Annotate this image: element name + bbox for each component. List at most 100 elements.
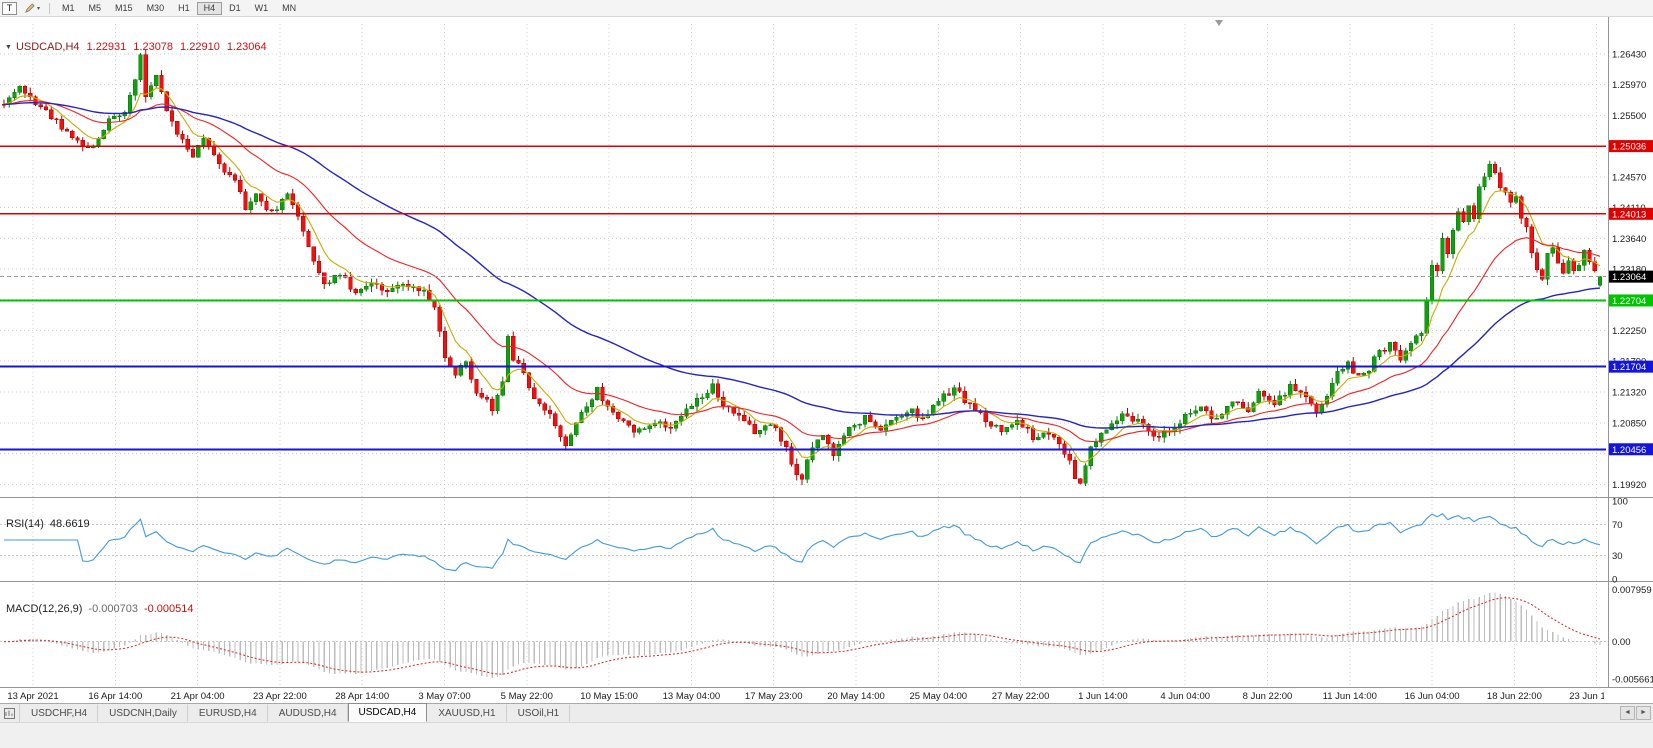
- svg-text:1.26430: 1.26430: [1612, 49, 1646, 60]
- timeframe-button-m30[interactable]: M30: [140, 2, 172, 15]
- toolbar-separator: [49, 2, 51, 14]
- price-badge-1.24013: 1.24013: [1609, 207, 1653, 220]
- arrow-right-icon: ►: [1640, 709, 1647, 716]
- rsi-guide-lines: [0, 523, 1606, 557]
- pencil-icon: [25, 3, 35, 13]
- timeframe-button-m1[interactable]: M1: [55, 2, 82, 15]
- ohlc-open: 1.22931: [86, 41, 127, 53]
- rsi-indicator-label: RSI(14) 48.6619: [6, 518, 90, 530]
- chart-list-icon: [4, 707, 15, 719]
- svg-text:8 Jun 22:00: 8 Jun 22:00: [1243, 691, 1293, 702]
- timeframe-button-m15[interactable]: M15: [108, 2, 140, 15]
- svg-text:1.24013: 1.24013: [1612, 209, 1646, 220]
- chart-tab-usdcnh-daily[interactable]: USDCNH,Daily: [98, 704, 188, 722]
- svg-text:25 May 04:00: 25 May 04:00: [910, 691, 968, 702]
- window-list-button[interactable]: [0, 704, 20, 722]
- ohlc-close: 1.23064: [226, 41, 267, 53]
- svg-text:3 May 07:00: 3 May 07:00: [418, 691, 470, 702]
- rsi-name: RSI(14): [6, 518, 44, 530]
- tab-scroll-right-button[interactable]: ►: [1636, 706, 1651, 720]
- macd-signal-line: [3, 597, 1601, 675]
- svg-text:70: 70: [1612, 520, 1623, 531]
- chart-title: ▼ USDCAD,H4 1.22931 1.23078 1.22910 1.23064: [5, 41, 267, 53]
- chart-tab-xauusd-h1[interactable]: XAUUSD,H1: [427, 704, 507, 722]
- chart-tab-audusd-h4[interactable]: AUDUSD,H4: [267, 704, 348, 722]
- timeframe-button-w1[interactable]: W1: [248, 2, 276, 15]
- svg-text:17 May 23:00: 17 May 23:00: [745, 691, 803, 702]
- price-badge-1.22704: 1.22704: [1609, 294, 1653, 307]
- svg-text:1.20850: 1.20850: [1612, 419, 1646, 430]
- svg-text:0: 0: [1612, 575, 1617, 586]
- svg-text:11 Jun 14:00: 11 Jun 14:00: [1323, 691, 1377, 702]
- svg-text:16 Jun 04:00: 16 Jun 04:00: [1405, 691, 1460, 702]
- svg-text:100: 100: [1612, 497, 1628, 508]
- svg-text:13 May 04:00: 13 May 04:00: [663, 691, 721, 702]
- ma-slow-line: [3, 101, 1601, 429]
- svg-text:1.23640: 1.23640: [1612, 234, 1646, 245]
- chart-tabs: USDCHF,H4 USDCNH,Daily EURUSD,H4 AUDUSD,H4 U…: [20, 703, 571, 722]
- svg-text:16 Apr 14:00: 16 Apr 14:00: [88, 691, 142, 702]
- chart-tab-usoil-h1[interactable]: USOil,H1: [506, 704, 571, 722]
- svg-text:10 May 15:00: 10 May 15:00: [580, 691, 638, 702]
- svg-text:23 Jun 14:00: 23 Jun 14:00: [1569, 691, 1624, 702]
- svg-text:1.25970: 1.25970: [1612, 80, 1646, 91]
- timeframe-button-mn[interactable]: MN: [275, 2, 303, 15]
- chart-tab-bar: USDCHF,H4 USDCNH,Daily EURUSD,H4 AUDUSD,H4 U…: [0, 703, 1653, 722]
- chart-tab-eurusd-h4[interactable]: EURUSD,H4: [187, 704, 268, 722]
- svg-text:1.22250: 1.22250: [1612, 326, 1646, 337]
- chart-tab-usdchf-h4[interactable]: USDCHF,H4: [20, 704, 99, 722]
- rsi-line: [4, 512, 1601, 572]
- ohlc-low: 1.22910: [180, 41, 220, 53]
- text-tool-button[interactable]: T: [2, 1, 17, 15]
- chart-shift-marker[interactable]: [1215, 20, 1223, 26]
- chart-tab-usdcad-h4[interactable]: USDCAD,H4: [347, 703, 428, 722]
- moving-averages-layer: [3, 87, 1601, 463]
- macd-main-value: -0.000703: [88, 603, 138, 615]
- svg-text:23 Apr 22:00: 23 Apr 22:00: [253, 691, 307, 702]
- svg-text:1 Jun 14:00: 1 Jun 14:00: [1078, 691, 1128, 702]
- svg-text:5 May 22:00: 5 May 22:00: [501, 691, 553, 702]
- svg-text:4 Jun 04:00: 4 Jun 04:00: [1160, 691, 1210, 702]
- svg-text:1.25500: 1.25500: [1612, 111, 1646, 122]
- price-badge-1.20456: 1.20456: [1609, 443, 1653, 456]
- tab-scroll-buttons: ◄ ►: [1620, 706, 1651, 720]
- candles-layer: [1, 49, 1603, 487]
- svg-text:-0.005661: -0.005661: [1612, 674, 1653, 685]
- price-scale[interactable]: 1.264301.259701.255001.245701.241101.236…: [1612, 49, 1646, 491]
- svg-text:0.00: 0.00: [1612, 637, 1631, 648]
- svg-text:27 May 22:00: 27 May 22:00: [992, 691, 1050, 702]
- symbol-dropdown-icon[interactable]: ▼: [5, 44, 12, 51]
- svg-text:0.007959: 0.007959: [1612, 585, 1652, 596]
- current-price-badge: 1.23064: [1609, 270, 1653, 283]
- timeframe-button-d1[interactable]: D1: [222, 2, 248, 15]
- macd-histogram: [8, 592, 1601, 678]
- ma-medium-line: [3, 100, 1601, 443]
- tab-scroll-left-button[interactable]: ◄: [1620, 706, 1635, 720]
- top-toolbar: T ▾ M1 M5 M15 M30 H1 H4 D1 W1 MN: [0, 0, 1653, 17]
- svg-text:20 May 14:00: 20 May 14:00: [827, 691, 885, 702]
- chart-symbol-period: USDCAD,H4: [15, 41, 80, 53]
- macd-scale[interactable]: 0.007959 0.00 -0.005661: [1612, 585, 1653, 685]
- price-badge-1.21704: 1.21704: [1609, 360, 1653, 373]
- timeframe-button-m5[interactable]: M5: [82, 2, 109, 15]
- svg-text:1.19920: 1.19920: [1612, 480, 1646, 491]
- horizontal-gridlines: [0, 53, 1606, 486]
- price-badge-1.25036: 1.25036: [1609, 140, 1653, 153]
- drawing-tool-button[interactable]: ▾: [20, 2, 44, 15]
- price-chart-canvas[interactable]: 1.264301.259701.255001.245701.241101.236…: [0, 17, 1653, 703]
- svg-text:1.22704: 1.22704: [1612, 296, 1646, 307]
- timeframe-button-h4[interactable]: H4: [196, 1, 223, 15]
- ma-fast-line: [3, 87, 1601, 463]
- svg-text:1.20456: 1.20456: [1612, 445, 1646, 456]
- svg-text:1.25036: 1.25036: [1612, 142, 1646, 153]
- chart-window[interactable]: 1.264301.259701.255001.245701.241101.236…: [0, 17, 1653, 703]
- time-scale[interactable]: 13 Apr 2021 16 Apr 14:00 21 Apr 04:00 23 Ap…: [7, 691, 1624, 702]
- macd-name: MACD(12,26,9): [6, 603, 83, 615]
- svg-text:1.23180: 1.23180: [1612, 264, 1646, 275]
- rsi-scale[interactable]: 100 70 30 0: [1612, 497, 1628, 586]
- timeframe-button-h1[interactable]: H1: [171, 2, 197, 15]
- vertical-gridlines: [32, 24, 1598, 687]
- rsi-value: 48.6619: [49, 518, 90, 530]
- chevron-down-icon: ▾: [37, 5, 41, 12]
